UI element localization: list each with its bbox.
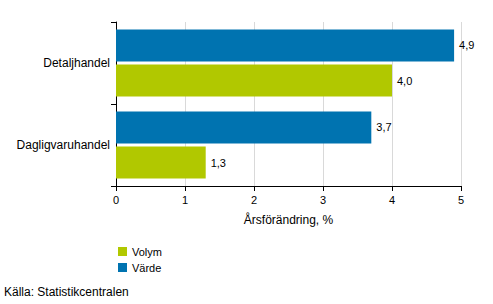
svg-text:Årsförändring, %: Årsförändring, % xyxy=(244,212,334,227)
svg-text:5: 5 xyxy=(458,194,464,206)
svg-text:4,0: 4,0 xyxy=(397,75,412,87)
svg-text:4: 4 xyxy=(389,194,395,206)
svg-text:3: 3 xyxy=(320,194,326,206)
svg-text:Dagligvaruhandel: Dagligvaruhandel xyxy=(17,138,110,152)
svg-text:Källa: Statistikcentralen: Källa: Statistikcentralen xyxy=(4,285,129,299)
svg-text:1: 1 xyxy=(182,194,188,206)
svg-text:2: 2 xyxy=(251,194,257,206)
svg-text:0: 0 xyxy=(113,194,119,206)
svg-text:Värde: Värde xyxy=(132,262,161,274)
svg-text:Volym: Volym xyxy=(132,246,162,258)
svg-text:Detaljhandel: Detaljhandel xyxy=(43,56,110,70)
svg-text:1,3: 1,3 xyxy=(211,157,226,169)
svg-text:3,7: 3,7 xyxy=(376,121,391,133)
svg-text:4,9: 4,9 xyxy=(459,39,474,51)
